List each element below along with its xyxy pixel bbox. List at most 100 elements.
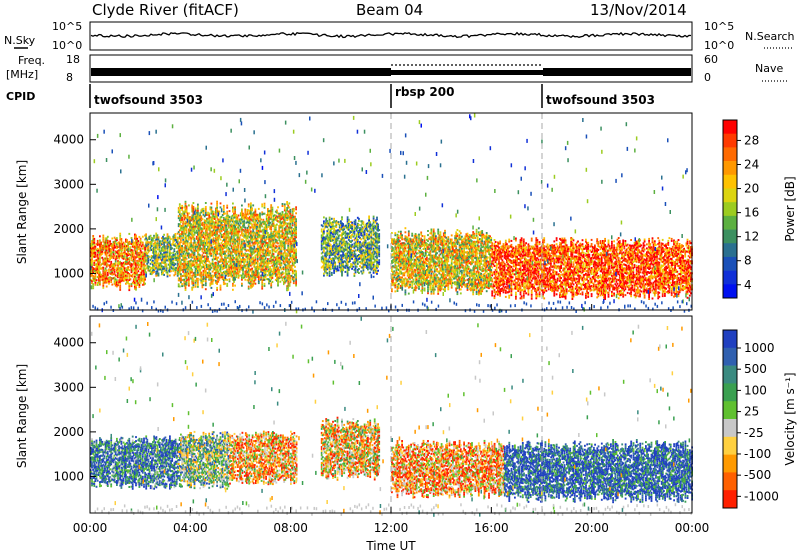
echo-cell <box>95 284 97 286</box>
echo-cell <box>238 227 240 229</box>
echo-cell <box>121 238 123 240</box>
echo-cell <box>244 211 246 213</box>
echo-cell <box>102 239 104 241</box>
echo-cell <box>101 251 103 253</box>
echo-cell <box>117 284 119 286</box>
echo-cell <box>108 283 110 285</box>
echo-cell <box>339 262 341 264</box>
echo-cell <box>181 205 183 207</box>
echo-cell <box>200 215 202 217</box>
echo-cell <box>328 259 330 261</box>
echo-cell <box>337 265 339 267</box>
echo-cell <box>257 240 259 242</box>
echo-cell <box>295 256 297 258</box>
echo-cell <box>224 253 226 255</box>
echo-cell <box>351 264 353 266</box>
echo-cell <box>151 243 153 245</box>
echo-cell <box>341 216 343 218</box>
echo-cell <box>252 204 254 206</box>
echo-cell <box>216 253 218 255</box>
echo-cell <box>197 280 199 282</box>
freq-left-tick-bottom: 8 <box>66 71 73 84</box>
echo-cell <box>337 243 339 245</box>
echo-cell <box>357 247 359 249</box>
echo-cell <box>295 222 297 224</box>
echo-cell <box>216 283 218 285</box>
echo-cell <box>373 230 375 232</box>
echo-cell <box>260 277 262 279</box>
echo-cell <box>272 277 274 279</box>
echo-cell <box>249 270 251 272</box>
echo-cell <box>229 278 231 280</box>
echo-cell <box>249 276 251 278</box>
echo-cell <box>351 252 353 254</box>
echo-cell <box>272 251 274 253</box>
echo-cell <box>259 215 261 217</box>
echo-cell <box>102 267 104 269</box>
echo-cell <box>326 220 328 222</box>
echo-cell <box>195 272 197 274</box>
echo-cell <box>194 238 196 240</box>
echo-cell <box>330 244 332 246</box>
echo-cell <box>355 261 357 263</box>
echo-cell <box>175 271 177 273</box>
echo-cell <box>259 221 261 223</box>
echo-cell <box>345 261 347 263</box>
echo-cell <box>373 218 375 220</box>
echo-cell <box>351 268 353 270</box>
echo-cell <box>160 240 162 242</box>
echo-cell <box>158 273 160 275</box>
echo-cell <box>357 227 359 229</box>
echo-cell <box>221 242 223 244</box>
echo-cell <box>225 255 227 257</box>
echo-cell <box>295 236 297 238</box>
echo-cell <box>196 262 198 264</box>
cpid-mode-1: twofsound 3503 <box>94 93 203 107</box>
echo-cell <box>158 259 160 261</box>
echo-cell <box>195 276 197 278</box>
echo-cell <box>110 261 112 263</box>
echo-cell <box>368 242 370 244</box>
echo-cell <box>145 274 147 276</box>
echo-cell <box>287 237 289 239</box>
echo-cell <box>357 239 359 241</box>
echo-cell <box>224 213 226 215</box>
echo-cell <box>139 286 141 288</box>
echo-cell <box>215 242 217 244</box>
echo-cell <box>97 284 99 286</box>
echo-cell <box>207 258 209 260</box>
echo-cell <box>115 260 117 262</box>
echo-cell <box>142 236 144 238</box>
cpid-label: CPID <box>6 90 35 103</box>
echo-cell <box>91 260 93 262</box>
echo-cell <box>182 225 184 227</box>
echo-cell <box>270 268 272 270</box>
echo-cell <box>332 223 334 225</box>
echo-cell <box>114 267 116 269</box>
echo-cell <box>99 257 101 259</box>
echo-cell <box>182 237 184 239</box>
echo-cell <box>106 286 108 288</box>
echo-cell <box>220 285 222 287</box>
echo-cell <box>273 253 275 255</box>
echo-cell <box>241 219 243 221</box>
echo-cell <box>134 260 136 262</box>
echo-cell <box>255 279 257 281</box>
echo-cell <box>131 285 133 287</box>
echo-cell <box>243 222 245 224</box>
echo-cell <box>195 228 197 230</box>
echo-cell <box>128 233 130 235</box>
echo-cell <box>221 230 223 232</box>
echo-cell <box>167 249 169 251</box>
echo-cell <box>181 209 183 211</box>
echo-cell <box>351 224 353 226</box>
echo-cell <box>323 265 325 267</box>
echo-cell <box>182 235 184 237</box>
echo-cell <box>175 243 177 245</box>
echo-cell <box>351 228 353 230</box>
echo-cell <box>284 246 286 248</box>
echo-cell <box>257 224 259 226</box>
echo-cell <box>175 255 177 257</box>
echo-cell <box>337 267 339 269</box>
echo-cell <box>197 206 199 208</box>
